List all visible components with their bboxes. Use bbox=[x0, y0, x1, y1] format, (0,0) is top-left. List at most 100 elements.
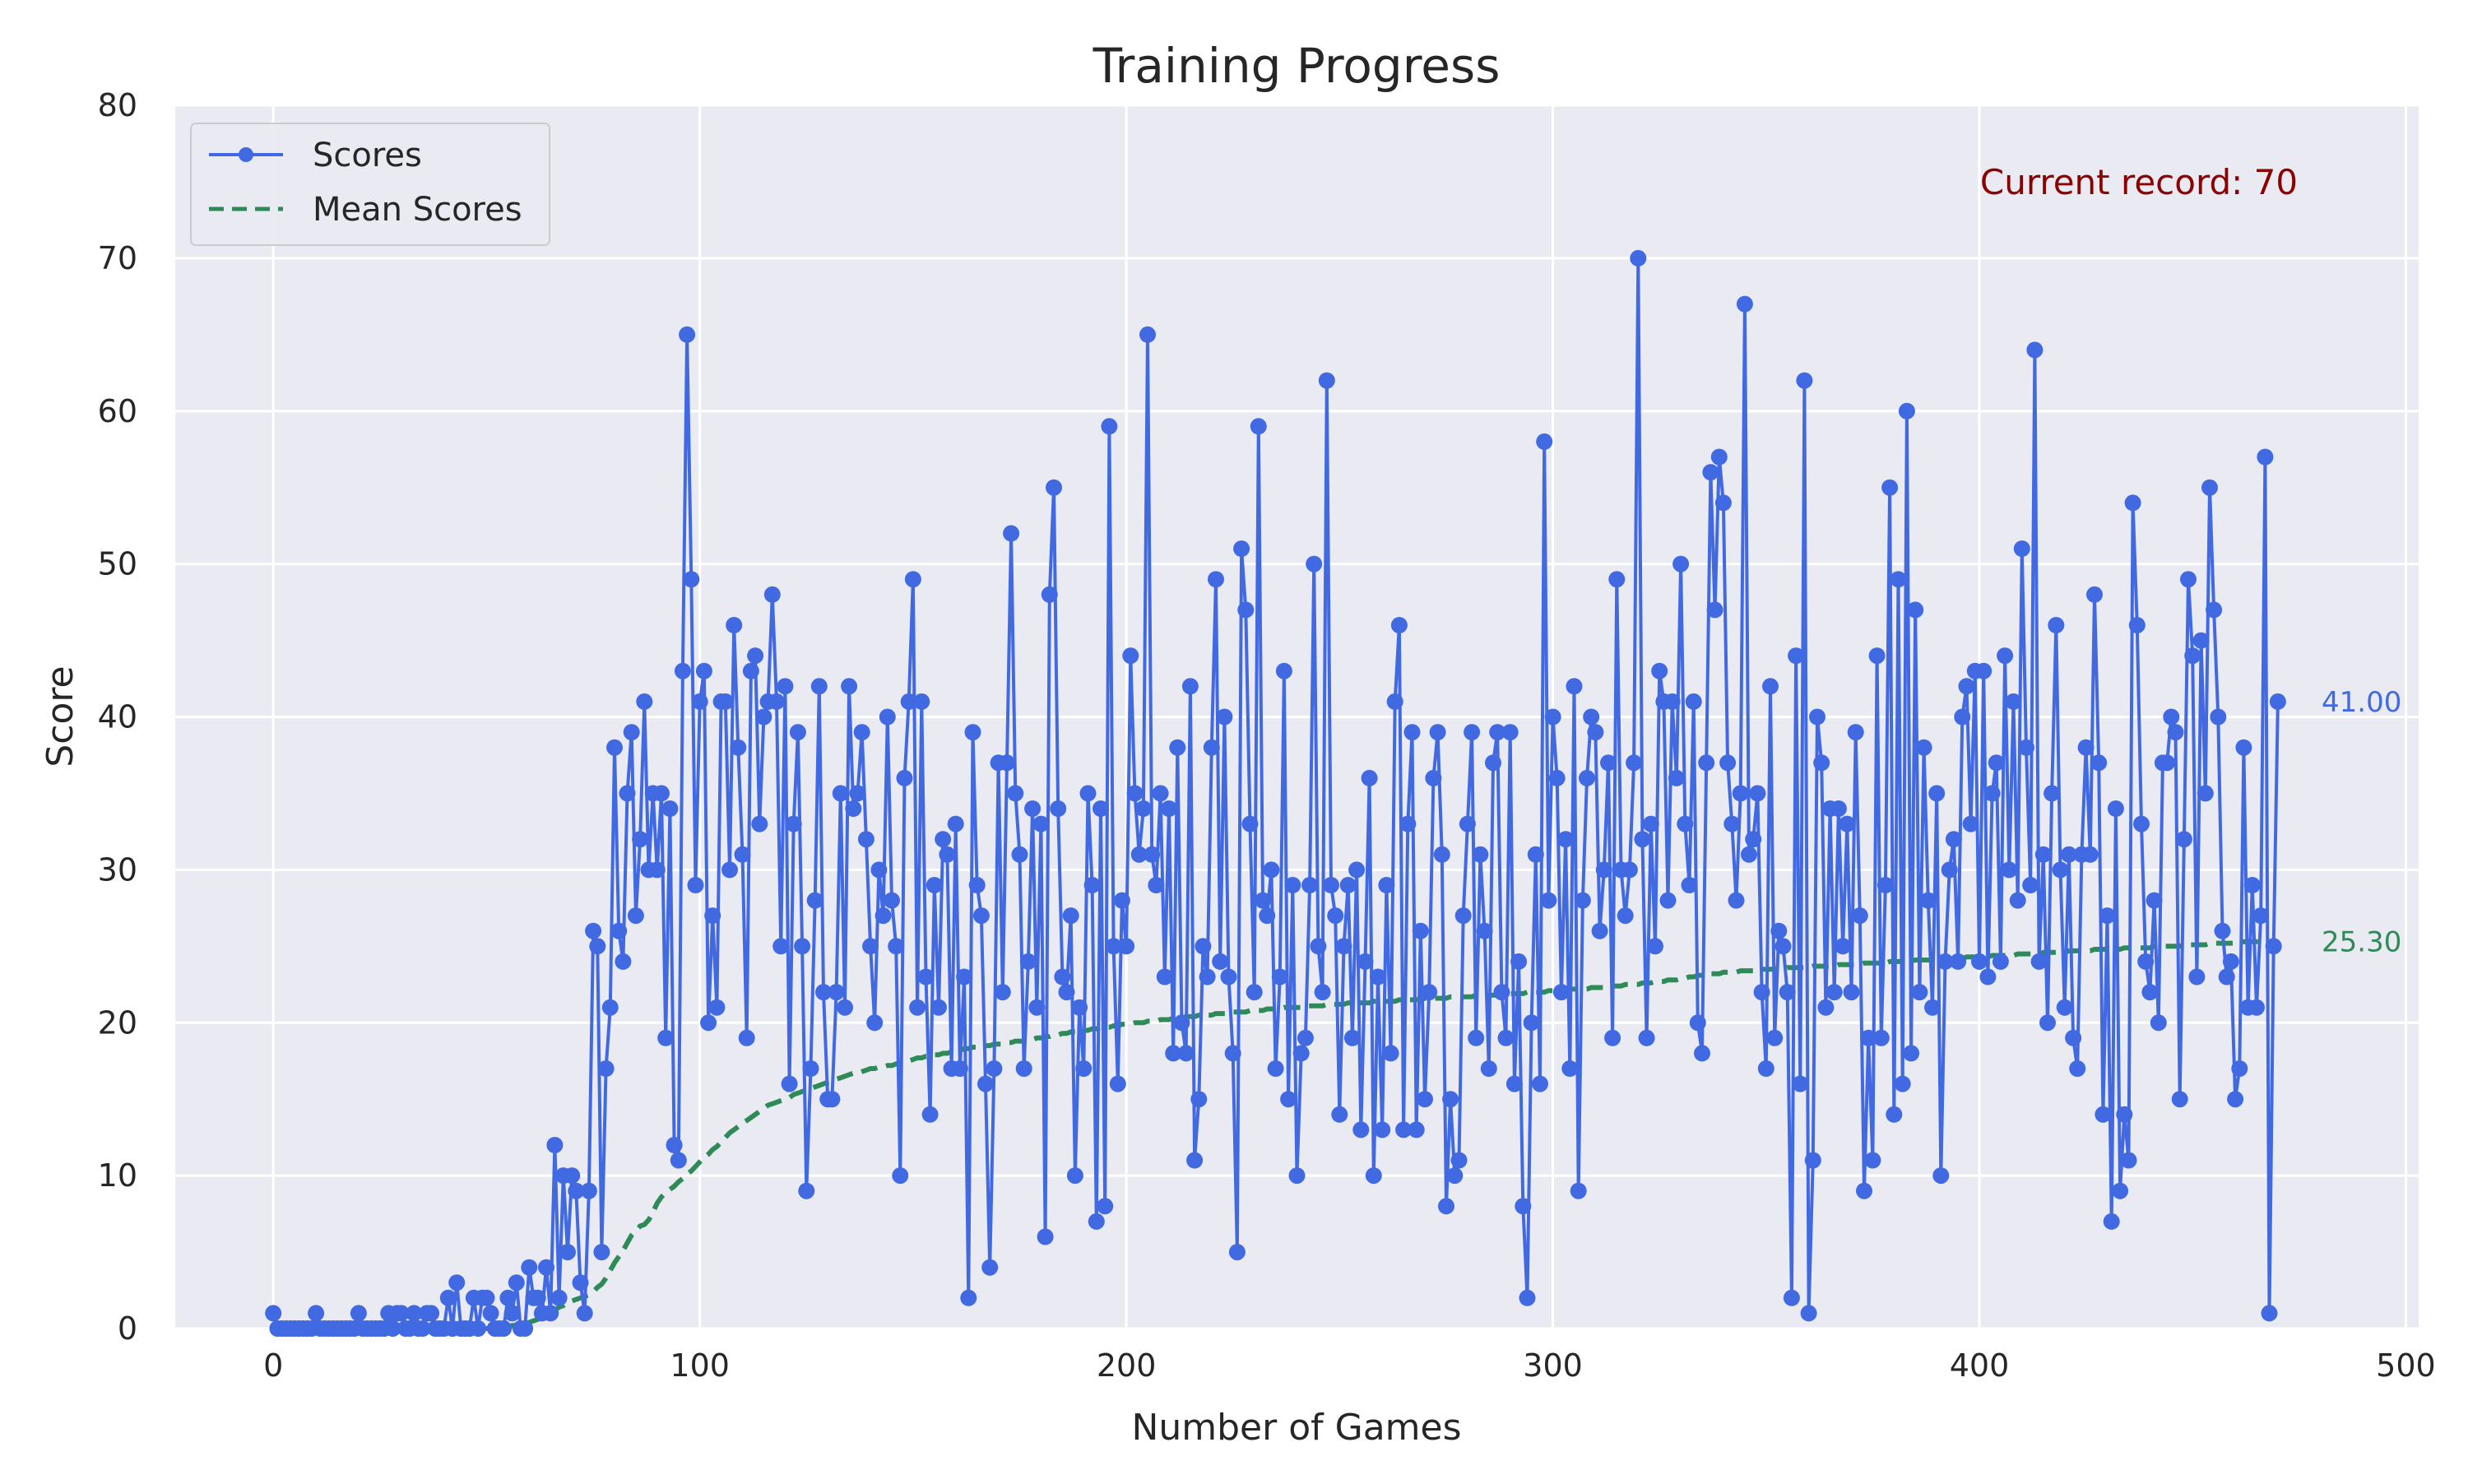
scores-point bbox=[1501, 724, 1519, 741]
scores-point bbox=[1161, 800, 1177, 817]
scores-point bbox=[1386, 693, 1403, 710]
scores-point bbox=[1574, 892, 1591, 909]
y-tick-label: 60 bbox=[98, 393, 137, 429]
scores-point bbox=[1028, 999, 1046, 1016]
scores-point bbox=[1493, 984, 1510, 1001]
scores-point bbox=[708, 999, 726, 1016]
scores-point bbox=[802, 1060, 819, 1077]
scores-point bbox=[666, 1137, 683, 1153]
scores-point bbox=[1212, 953, 1229, 970]
scores-point bbox=[1122, 647, 1139, 665]
scores-point bbox=[1685, 693, 1702, 710]
scores-point bbox=[1566, 678, 1583, 695]
scores-point bbox=[1523, 1014, 1540, 1032]
scores-point bbox=[1630, 249, 1647, 267]
scores-point bbox=[1271, 968, 1288, 985]
scores-point bbox=[1241, 815, 1259, 832]
scores-point bbox=[1348, 861, 1366, 879]
scores-point bbox=[1454, 907, 1472, 925]
scores-point bbox=[1753, 984, 1770, 1001]
scores-point bbox=[1075, 1060, 1093, 1077]
scores-point bbox=[939, 846, 956, 863]
scores-point bbox=[1148, 877, 1165, 893]
scores-point bbox=[482, 1305, 499, 1322]
scores-point bbox=[1510, 953, 1528, 970]
legend-scores-marker bbox=[239, 147, 253, 162]
scores-point bbox=[721, 861, 738, 879]
y-tick-label: 80 bbox=[98, 87, 137, 123]
scores-point bbox=[1228, 1244, 1246, 1261]
scores-point bbox=[1190, 1091, 1208, 1108]
scores-point bbox=[1651, 662, 1668, 679]
scores-point bbox=[1868, 647, 1886, 665]
scores-point bbox=[503, 1305, 521, 1322]
mean-scores-last-value-label: 25.30 bbox=[2322, 926, 2401, 959]
scores-last-value-label: 41.00 bbox=[2322, 686, 2401, 719]
scores-point bbox=[1745, 831, 1762, 848]
scores-point bbox=[1719, 754, 1737, 772]
scores-point bbox=[841, 678, 858, 695]
scores-point bbox=[1165, 1045, 1182, 1062]
scores-point bbox=[1246, 984, 1263, 1001]
scores-point bbox=[828, 984, 845, 1001]
scores-point bbox=[1169, 739, 1186, 756]
scores-point bbox=[308, 1305, 325, 1322]
scores-point bbox=[1608, 571, 1626, 588]
scores-point bbox=[2099, 907, 2116, 925]
scores-point bbox=[1041, 586, 1058, 603]
scores-point bbox=[1118, 938, 1135, 955]
scores-point bbox=[2005, 693, 2022, 710]
y-tick-label: 30 bbox=[98, 851, 137, 888]
scores-point bbox=[972, 907, 990, 925]
scores-point bbox=[751, 815, 768, 832]
scores-point bbox=[2001, 861, 2018, 879]
scores-point bbox=[1825, 984, 1843, 1001]
scores-point bbox=[781, 1075, 798, 1092]
scores-point bbox=[2180, 571, 2197, 588]
scores-point bbox=[1689, 1014, 1706, 1032]
x-tick-label: 100 bbox=[670, 1347, 730, 1384]
scores-point bbox=[2150, 1014, 2167, 1032]
scores-point bbox=[1552, 984, 1570, 1001]
scores-point bbox=[1339, 877, 1357, 893]
scores-point bbox=[926, 877, 943, 893]
scores-point bbox=[1083, 877, 1101, 893]
scores-point bbox=[414, 1320, 431, 1337]
scores-point bbox=[1032, 815, 1050, 832]
scores-point bbox=[1378, 877, 1395, 893]
scores-point bbox=[1284, 877, 1301, 893]
scores-point bbox=[1937, 953, 1954, 970]
scores-point bbox=[1088, 1213, 1105, 1230]
scores-point bbox=[849, 785, 866, 802]
scores-point bbox=[1519, 1289, 1536, 1306]
scores-point bbox=[1292, 1045, 1310, 1062]
scores-point bbox=[1830, 800, 1847, 817]
scores-point bbox=[2065, 1029, 2082, 1046]
scores-point bbox=[1054, 968, 1071, 985]
scores-point bbox=[1476, 922, 1493, 939]
scores-point bbox=[2077, 739, 2095, 756]
scores-point bbox=[1343, 1029, 1361, 1046]
scores-point bbox=[1374, 1121, 1391, 1139]
scores-point bbox=[917, 968, 935, 985]
scores-point bbox=[1872, 1029, 1890, 1046]
scores-point bbox=[1485, 754, 1501, 772]
scores-point bbox=[1301, 877, 1319, 893]
scores-point bbox=[2265, 938, 2282, 955]
scores-point bbox=[1626, 754, 1643, 772]
scores-point bbox=[623, 724, 640, 741]
scores-point bbox=[2013, 540, 2030, 557]
scores-point bbox=[1668, 769, 1685, 786]
scores-point bbox=[2060, 846, 2077, 863]
y-tick-label: 0 bbox=[118, 1310, 137, 1347]
x-tick-label: 400 bbox=[1950, 1347, 2010, 1384]
scores-point bbox=[2248, 999, 2265, 1016]
y-axis-label: Score bbox=[39, 665, 81, 767]
scores-point bbox=[2206, 601, 2223, 619]
scores-point bbox=[1417, 1091, 1433, 1108]
scores-point bbox=[1186, 1152, 1204, 1169]
scores-point bbox=[862, 938, 879, 955]
scores-point bbox=[1954, 708, 1971, 726]
scores-point bbox=[1894, 1075, 1911, 1092]
